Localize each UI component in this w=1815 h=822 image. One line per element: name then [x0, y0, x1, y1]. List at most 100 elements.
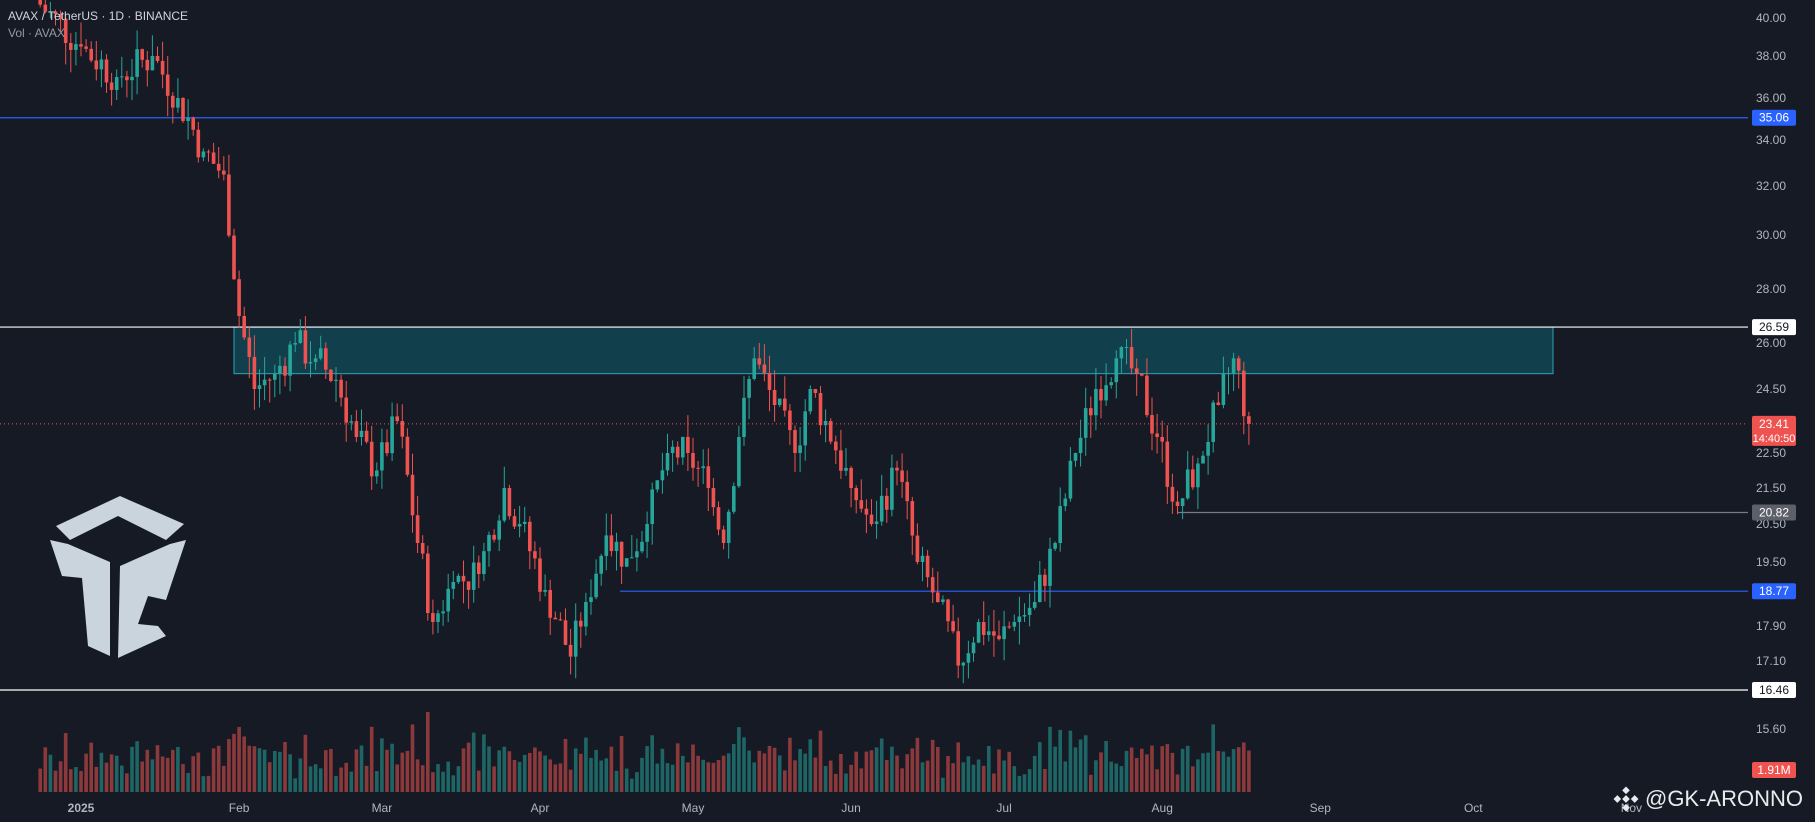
level-tag-20.82-bg — [1752, 504, 1796, 521]
candle-body — [910, 501, 915, 536]
level-tag-20.82: 20.82 — [1759, 505, 1789, 519]
volume-bar — [864, 751, 869, 792]
candle-body — [594, 573, 598, 598]
candle — [1236, 355, 1241, 389]
candle — [1196, 457, 1200, 510]
candle — [1114, 350, 1119, 399]
volume-bar — [885, 760, 889, 792]
candle — [1119, 345, 1124, 374]
candle — [691, 437, 695, 481]
volume-bar — [104, 762, 109, 792]
volume-bar — [941, 777, 945, 792]
volume-bar — [1231, 749, 1236, 792]
candle-body — [941, 599, 945, 602]
volume-bar — [732, 744, 736, 792]
volume-bar — [1145, 754, 1149, 792]
candle — [130, 59, 134, 101]
volume-bar — [915, 737, 920, 792]
candle-body — [120, 76, 124, 78]
candle-body — [150, 56, 155, 71]
candle-body — [895, 467, 899, 471]
volume-bar — [84, 753, 88, 792]
candle — [1247, 411, 1251, 445]
candle — [966, 640, 971, 679]
candle — [79, 22, 83, 57]
candle-body — [670, 446, 675, 453]
volume-bar — [1180, 748, 1185, 792]
candle — [507, 484, 512, 520]
volume-bar — [1073, 747, 1078, 792]
candle — [1226, 367, 1231, 395]
candle-body — [84, 46, 88, 49]
candle — [930, 567, 935, 603]
candle — [171, 92, 175, 124]
volume-bar — [201, 776, 206, 792]
candle — [594, 559, 598, 600]
candle-body — [961, 662, 966, 666]
candle — [573, 603, 578, 679]
candle-body — [410, 474, 415, 516]
candle-body — [1247, 416, 1251, 424]
volume-bar — [186, 773, 190, 792]
candle-body — [538, 558, 542, 592]
candle-body — [211, 152, 216, 164]
candle — [426, 545, 430, 621]
candle-body — [915, 535, 920, 562]
volume-bar — [446, 761, 450, 792]
candle — [951, 604, 955, 634]
volume-bar — [283, 741, 287, 792]
candle — [165, 55, 170, 117]
volume-bar — [1058, 729, 1062, 792]
candle-body — [201, 151, 206, 158]
volume-bar — [89, 742, 93, 792]
candle — [885, 487, 889, 523]
volume-bar — [1191, 766, 1195, 792]
volume-bar — [533, 747, 537, 792]
volume-bar — [298, 758, 303, 792]
candle — [1043, 568, 1047, 602]
volume-bar — [834, 773, 838, 792]
candle-body — [624, 558, 629, 567]
candle-body — [716, 507, 721, 530]
candle — [461, 560, 466, 604]
volume-bar — [512, 759, 517, 792]
x-tick-label: Jul — [996, 801, 1011, 815]
candle — [788, 404, 792, 445]
candle-body — [1007, 626, 1011, 628]
volume-bar — [426, 712, 430, 792]
volume-bar — [823, 765, 828, 792]
candle — [890, 454, 894, 517]
candle-body — [711, 488, 716, 508]
candle-body — [818, 393, 823, 426]
candle — [43, 0, 48, 14]
volume-bar — [854, 751, 858, 792]
volume-bar — [1165, 744, 1170, 792]
candle-body — [650, 489, 654, 524]
candle-body — [609, 535, 614, 552]
volume-bar — [589, 757, 593, 792]
candle — [477, 555, 481, 589]
volume-bar — [966, 756, 971, 792]
candle — [1231, 352, 1236, 392]
volume-bar — [992, 773, 996, 792]
volume-bar — [701, 759, 705, 792]
volume-bar — [696, 755, 700, 792]
candle-body — [987, 631, 991, 635]
volume-bar — [660, 748, 665, 792]
candle-body — [839, 450, 843, 471]
candle-body — [665, 453, 670, 471]
candle — [1078, 419, 1083, 467]
candle-body — [1242, 370, 1246, 417]
x-tick-label: Feb — [229, 801, 250, 815]
candle — [1160, 420, 1164, 463]
watermark-text: @GK-ARONNO — [1644, 786, 1803, 811]
candle — [762, 344, 767, 382]
candle — [1124, 338, 1129, 365]
candle-body — [1022, 615, 1027, 617]
candle — [716, 501, 721, 536]
candle-body — [655, 480, 660, 490]
volume-bar — [176, 746, 180, 792]
volume-bar — [145, 749, 150, 792]
volume-bar — [232, 733, 236, 792]
